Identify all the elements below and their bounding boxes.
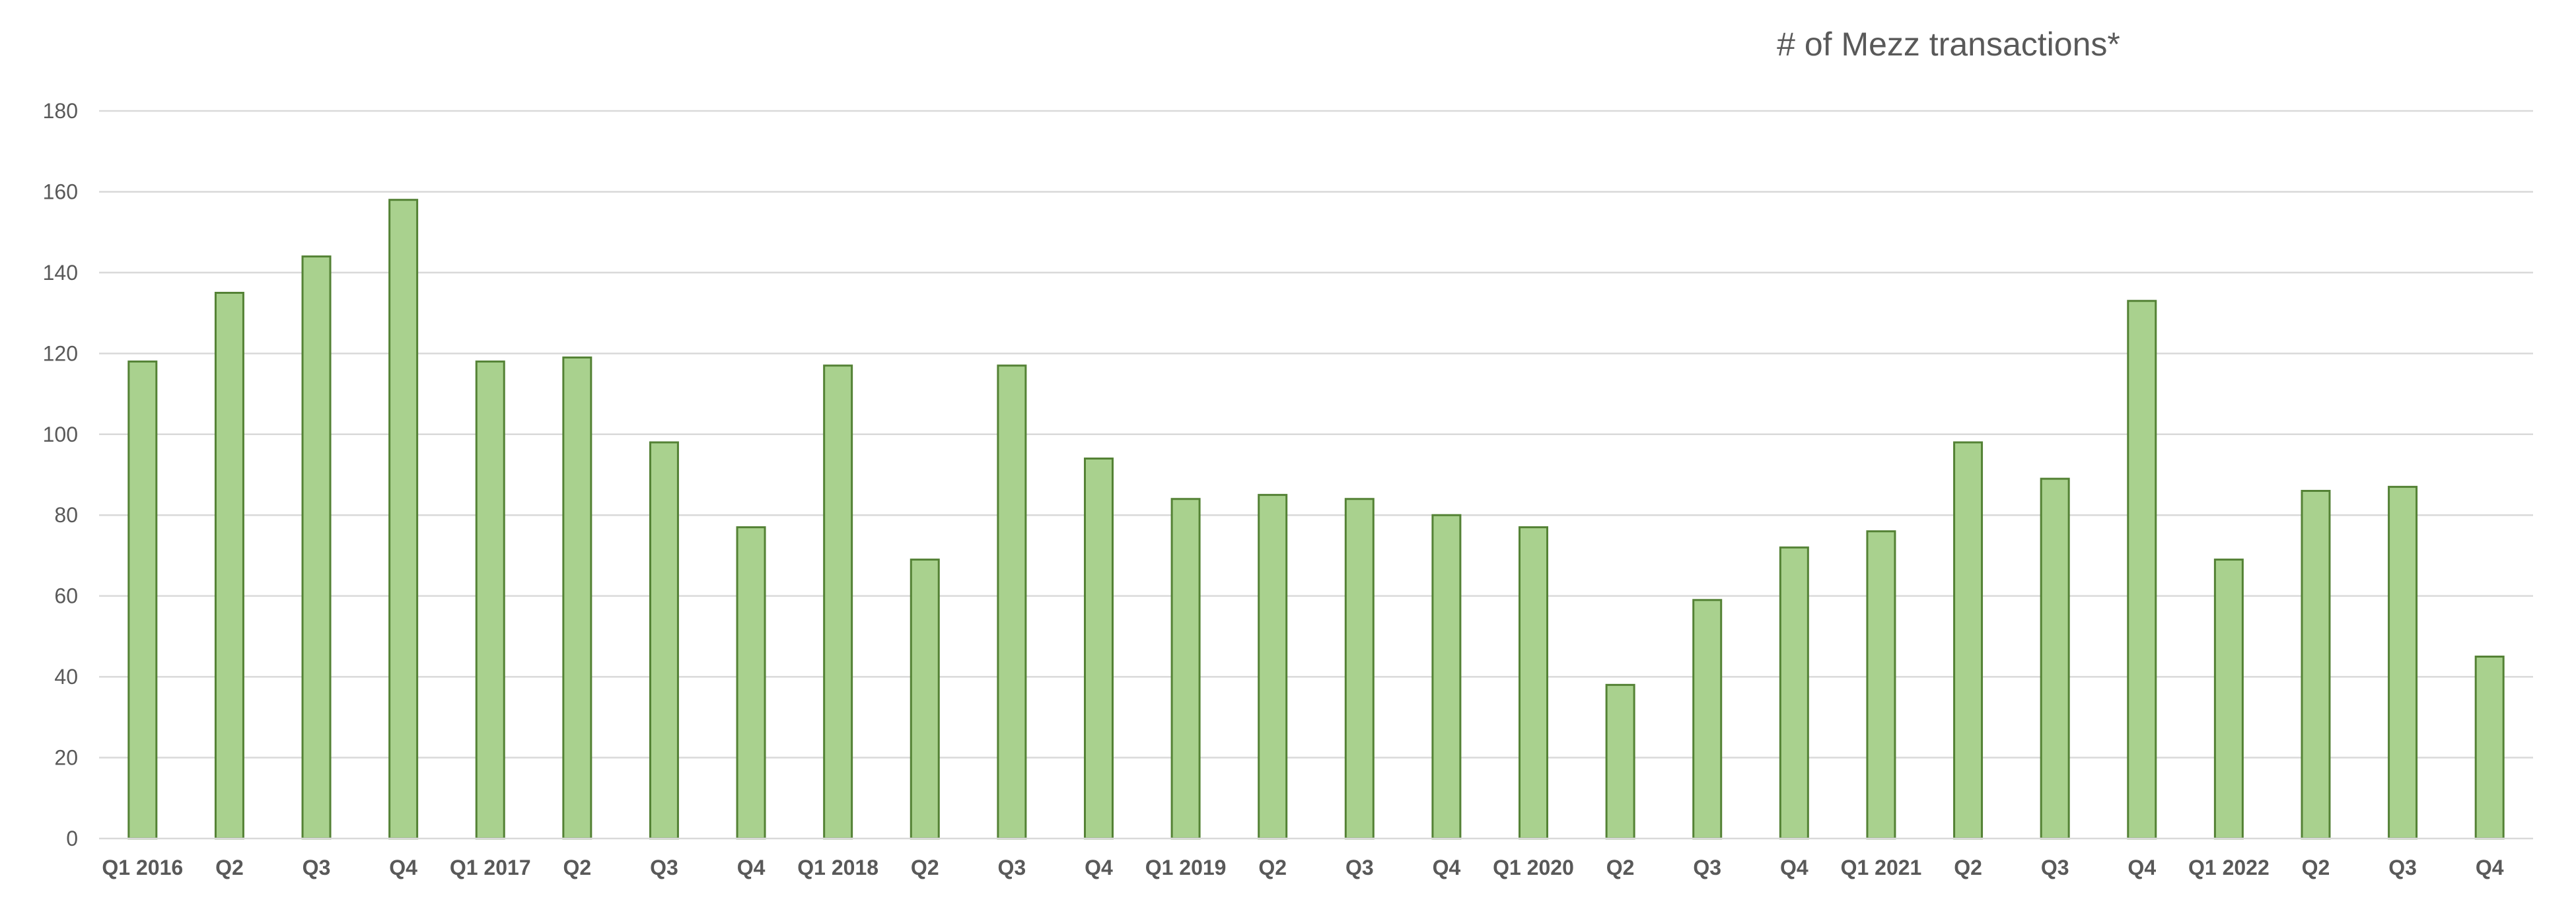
y-tick-label: 100 <box>43 423 78 446</box>
y-tick-label: 0 <box>66 827 78 850</box>
bars <box>127 199 2505 840</box>
x-tick-label: Q1 2019 <box>1145 856 1227 879</box>
bar <box>2213 559 2244 840</box>
x-axis-ticks: Q1 2016 Q2 Q3 Q4 Q1 2017 Q2 Q3 Q4 Q1 2018 Q2 Q3 Q4 Q… <box>102 856 2503 879</box>
bar <box>2474 656 2505 840</box>
x-tick-label: Q2 <box>2302 856 2330 879</box>
bar <box>2040 477 2070 840</box>
x-tick-label: Q4 <box>1085 856 1113 879</box>
x-tick-label: Q3 <box>1693 856 1721 879</box>
bar <box>127 360 158 840</box>
x-tick-label: Q1 2022 <box>2188 856 2270 879</box>
y-tick-label: 80 <box>54 503 78 527</box>
bar <box>1519 526 1549 840</box>
bar <box>910 559 940 840</box>
bar <box>2127 300 2157 840</box>
bar <box>388 199 419 840</box>
x-tick-label: Q3 <box>2041 856 2069 879</box>
x-tick-label: Q4 <box>2128 856 2156 879</box>
y-axis-ticks: 0 20 40 60 80 100 120 140 160 180 <box>43 99 78 850</box>
bar <box>301 255 332 840</box>
y-tick-label: 60 <box>54 584 78 608</box>
x-tick-label: Q4 <box>389 856 417 879</box>
bar <box>1170 498 1201 840</box>
x-tick-label: Q4 <box>737 856 766 879</box>
bar <box>1431 514 1462 840</box>
x-tick-label: Q2 <box>563 856 591 879</box>
bar <box>2301 489 2331 840</box>
y-tick-label: 160 <box>43 180 78 203</box>
y-tick-label: 20 <box>54 746 78 770</box>
bar <box>562 356 592 840</box>
y-tick-label: 180 <box>43 99 78 123</box>
x-tick-label: Q3 <box>650 856 678 879</box>
x-tick-label: Q2 <box>1258 856 1287 879</box>
bar <box>736 526 766 840</box>
bar <box>2388 485 2418 840</box>
bar <box>1258 494 1288 840</box>
bar <box>997 364 1027 840</box>
x-tick-label: Q2 <box>215 856 244 879</box>
x-tick-label: Q2 <box>911 856 939 879</box>
x-tick-label: Q1 2018 <box>797 856 878 879</box>
x-tick-label: Q4 <box>2476 856 2504 879</box>
bar <box>823 364 853 840</box>
x-tick-label: Q2 <box>1606 856 1635 879</box>
bar <box>1866 530 1896 840</box>
x-tick-label: Q1 2021 <box>1841 856 1922 879</box>
x-tick-label: Q3 <box>2388 856 2417 879</box>
bar <box>1605 683 1635 840</box>
x-tick-label: Q3 <box>1345 856 1374 879</box>
bar <box>1692 599 1723 840</box>
chart-title: # of Mezz transactions* <box>1777 26 2120 63</box>
bar <box>1344 498 1375 840</box>
x-tick-label: Q1 2020 <box>1493 856 1574 879</box>
bar <box>214 292 244 840</box>
x-tick-label: Q1 2017 <box>450 856 531 879</box>
y-tick-label: 40 <box>54 665 78 689</box>
bar <box>1083 458 1114 840</box>
bar <box>1779 546 1809 840</box>
bar <box>1953 441 1984 840</box>
x-tick-label: Q3 <box>998 856 1026 879</box>
bar <box>649 441 679 840</box>
y-tick-label: 120 <box>43 341 78 365</box>
gridlines <box>99 110 2533 759</box>
x-tick-label: Q2 <box>1954 856 1982 879</box>
x-tick-label: Q4 <box>1433 856 1461 879</box>
y-tick-label: 140 <box>43 261 78 285</box>
x-tick-label: Q4 <box>1780 856 1808 879</box>
bar <box>475 360 505 840</box>
x-tick-label: Q3 <box>303 856 331 879</box>
x-tick-label: Q1 2016 <box>102 856 183 879</box>
